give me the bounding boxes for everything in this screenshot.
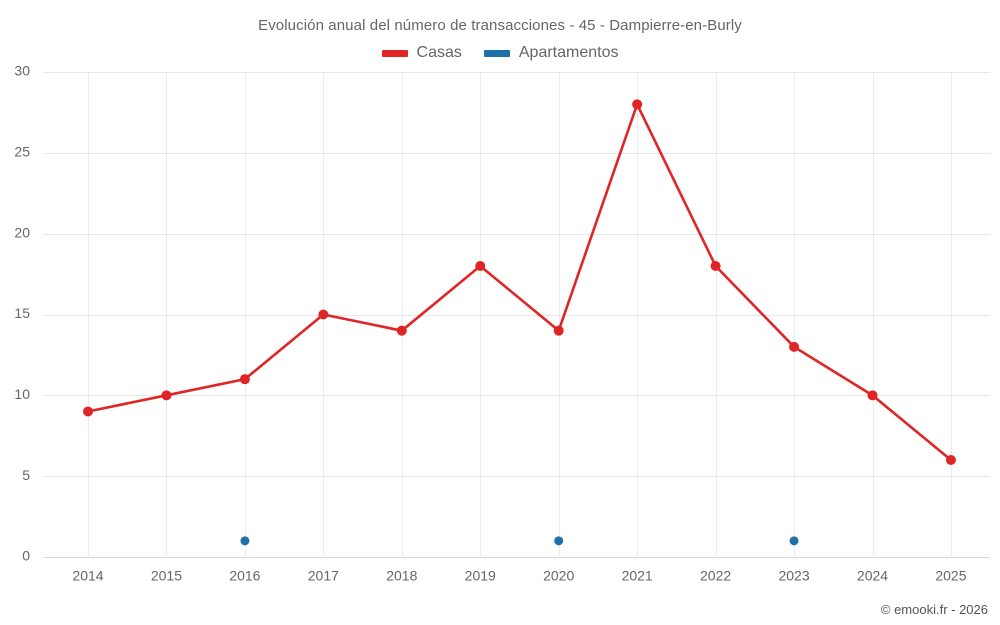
data-point[interactable] xyxy=(240,536,250,546)
series-line-casas xyxy=(87,100,952,462)
footer-copyright: © emooki.fr - 2026 xyxy=(880,602,988,617)
legend-swatch-apartamentos xyxy=(483,49,510,57)
x-tick-label: 2024 xyxy=(857,567,888,583)
x-axis-tick-labels: 2014 2015 2016 2017 2018 2019 2020 2021 2022 2023… xyxy=(72,567,966,583)
x-tick-label: 2016 xyxy=(229,567,260,583)
y-tick-label: 15 xyxy=(14,305,30,321)
data-point[interactable] xyxy=(396,325,407,336)
horizontal-gridlines xyxy=(43,72,990,558)
x-tick-label: 2014 xyxy=(72,567,103,583)
chart-legend: Casas Apartamentos xyxy=(0,44,1000,62)
y-tick-label: 10 xyxy=(14,386,30,402)
data-point[interactable] xyxy=(318,309,329,320)
legend-label-apartamentos: Apartamentos xyxy=(518,44,619,61)
y-tick-label: 5 xyxy=(22,467,30,483)
data-point[interactable] xyxy=(475,261,486,271)
series-lines xyxy=(87,100,952,462)
y-tick-label: 25 xyxy=(14,144,30,160)
x-tick-label: 2021 xyxy=(622,567,653,583)
x-tick-label: 2015 xyxy=(151,567,182,583)
legend-label-casas: Casas xyxy=(416,44,462,61)
series-markers xyxy=(83,99,956,546)
data-point[interactable] xyxy=(710,261,721,271)
data-point[interactable] xyxy=(554,536,564,546)
x-tick-label: 2023 xyxy=(778,567,809,583)
data-point[interactable] xyxy=(867,390,878,401)
y-axis-tick-labels: 0 5 10 15 20 25 30 xyxy=(14,63,30,564)
y-tick-label: 0 xyxy=(22,548,30,564)
chart-title: Evolución anual del número de transaccio… xyxy=(258,17,742,34)
legend-item-casas[interactable]: Casas xyxy=(381,44,462,62)
x-tick-label: 2022 xyxy=(700,567,731,583)
y-tick-label: 20 xyxy=(14,224,30,240)
x-tick-label: 2017 xyxy=(308,567,339,583)
x-tick-label: 2025 xyxy=(935,567,966,583)
data-point[interactable] xyxy=(83,406,93,417)
vertical-gridlines xyxy=(88,72,952,557)
data-point[interactable] xyxy=(239,374,250,385)
legend-item-apartamentos[interactable]: Apartamentos xyxy=(483,44,619,62)
y-tick-label: 30 xyxy=(14,63,30,79)
data-point[interactable] xyxy=(553,325,564,336)
data-point[interactable] xyxy=(945,455,956,465)
legend-swatch-casas xyxy=(381,49,408,57)
data-point[interactable] xyxy=(632,99,643,110)
data-point[interactable] xyxy=(789,536,799,546)
x-tick-label: 2019 xyxy=(465,567,496,583)
x-tick-label: 2018 xyxy=(386,567,417,583)
data-point[interactable] xyxy=(789,341,800,352)
x-tick-label: 2020 xyxy=(543,567,574,583)
data-point[interactable] xyxy=(161,390,172,401)
